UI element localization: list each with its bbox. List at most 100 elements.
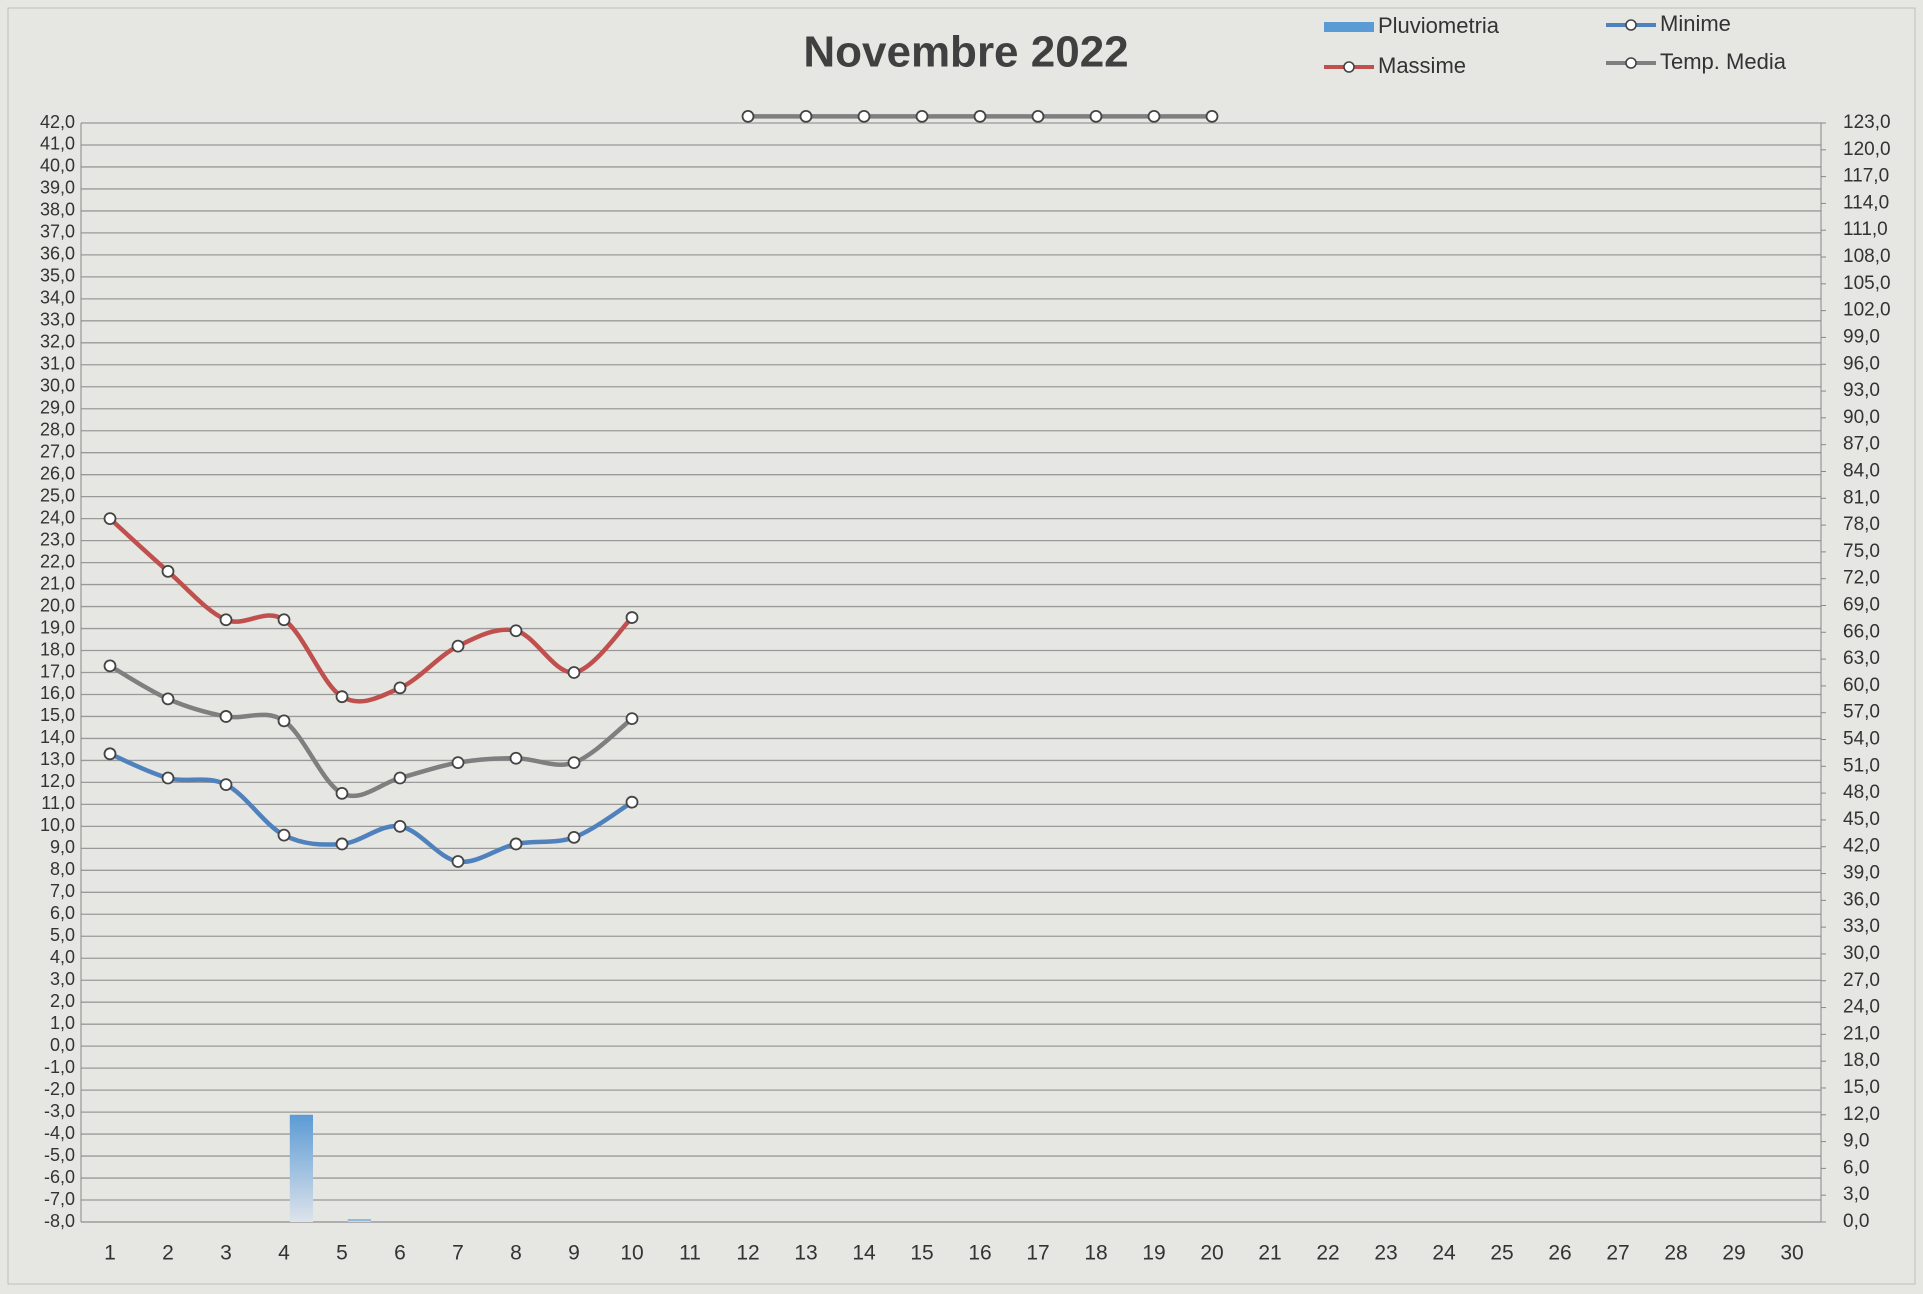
series-marker <box>219 778 233 791</box>
x-tick-label: 23 <box>1374 1242 1397 1265</box>
series-marker <box>219 613 233 627</box>
x-tick-label: 11 <box>679 1242 701 1265</box>
y-tick-label: 37,0 <box>40 222 75 242</box>
y2-tick-label: 84,0 <box>1843 460 1880 481</box>
y-tick-label: 15,0 <box>40 705 75 725</box>
x-tick-label: 5 <box>336 1242 348 1265</box>
series-line <box>109 751 634 865</box>
series-marker <box>161 692 175 706</box>
y-tick-label: 3,0 <box>50 969 75 989</box>
series-marker <box>277 828 291 842</box>
x-tick-label: 19 <box>1142 1242 1165 1265</box>
y-tick-label: 28,0 <box>40 419 75 439</box>
legend-label: Massime <box>1378 53 1466 78</box>
y2-tick-label: 45,0 <box>1843 809 1880 830</box>
rain-bar <box>347 1219 371 1222</box>
x-tick-label: 26 <box>1548 1242 1571 1265</box>
y-tick-label: 19,0 <box>40 617 75 637</box>
series-marker <box>567 666 581 679</box>
y2-tick-label: 12,0 <box>1843 1104 1880 1125</box>
y2-tick-label: 9,0 <box>1843 1131 1869 1152</box>
x-tick-label: 30 <box>1780 1242 1803 1265</box>
series-marker <box>451 639 465 653</box>
x-tick-label: 29 <box>1722 1242 1745 1265</box>
x-tick-label: 3 <box>220 1242 232 1265</box>
y2-tick-label: 78,0 <box>1843 514 1880 535</box>
y-tick-label: 11,0 <box>41 793 75 813</box>
y-tick-label: 7,0 <box>50 881 75 901</box>
y-tick-label: 31,0 <box>40 354 75 374</box>
y2-tick-label: 99,0 <box>1843 326 1880 347</box>
rain-bar <box>289 1114 313 1222</box>
y-tick-label: 29,0 <box>40 397 75 417</box>
series-marker <box>335 837 349 851</box>
series-marker <box>161 564 175 578</box>
chart-title: Novembre 2022 <box>803 28 1128 77</box>
y2-tick-label: 72,0 <box>1843 568 1880 589</box>
y2-tick-label: 102,0 <box>1843 300 1891 321</box>
y2-tick-label: 111,0 <box>1843 219 1888 240</box>
y2-tick-label: 36,0 <box>1843 889 1880 910</box>
y2-tick-label: 3,0 <box>1843 1184 1869 1205</box>
y2-tick-label: 51,0 <box>1843 755 1880 776</box>
y2-tick-label: 75,0 <box>1843 541 1880 562</box>
y-tick-label: 5,0 <box>50 925 75 945</box>
y-tick-label: 4,0 <box>50 947 75 967</box>
series-marker <box>567 830 581 844</box>
y-tick-label: 20,0 <box>40 595 75 615</box>
y2-tick-label: 30,0 <box>1843 943 1880 964</box>
y2-tick-label: 24,0 <box>1843 997 1880 1018</box>
x-tick-label: 10 <box>620 1242 643 1265</box>
series-marker <box>1089 110 1103 123</box>
y-tick-label: 36,0 <box>40 244 75 264</box>
y-tick-label: 34,0 <box>40 288 75 308</box>
x-tick-label: 18 <box>1084 1242 1107 1265</box>
y2-tick-label: 90,0 <box>1843 407 1880 428</box>
series-marker <box>393 771 407 785</box>
x-tick-label: 4 <box>278 1242 290 1265</box>
y-tick-label: 13,0 <box>40 749 75 769</box>
x-tick-label: 21 <box>1258 1242 1281 1265</box>
y-tick-label: 8,0 <box>50 859 75 879</box>
series-marker <box>335 690 349 704</box>
y2-tick-label: 48,0 <box>1843 782 1880 803</box>
y-tick-label: 38,0 <box>40 200 75 220</box>
y-tick-label: 25,0 <box>40 485 75 505</box>
y-tick-label: 17,0 <box>40 661 75 681</box>
y-tick-label: 27,0 <box>40 441 75 461</box>
y2-tick-label: 39,0 <box>1843 863 1880 884</box>
y-tick-label: -3,0 <box>44 1101 75 1121</box>
series-marker <box>625 712 639 726</box>
legend-marker <box>1625 19 1637 31</box>
x-tick-label: 28 <box>1664 1242 1687 1265</box>
x-tick-label: 8 <box>510 1242 522 1265</box>
y2-tick-label: 87,0 <box>1843 434 1880 455</box>
x-tick-label: 1 <box>104 1242 116 1265</box>
series-marker <box>277 613 291 627</box>
x-tick-label: 13 <box>794 1242 817 1265</box>
y-tick-label: 18,0 <box>40 639 75 659</box>
x-tick-label: 20 <box>1200 1242 1223 1265</box>
series-marker <box>161 771 175 785</box>
series-marker <box>625 611 639 624</box>
y-tick-label: 21,0 <box>40 573 75 593</box>
series-marker <box>393 681 407 695</box>
y2-tick-label: 42,0 <box>1843 836 1880 857</box>
y-tick-label: 10,0 <box>40 815 75 835</box>
series-marker <box>335 786 349 800</box>
series-marker <box>393 819 407 833</box>
y-tick-label: 1,0 <box>50 1013 75 1033</box>
y2-tick-label: 27,0 <box>1843 970 1880 991</box>
y2-tick-label: 66,0 <box>1843 621 1880 642</box>
y2-tick-label: 18,0 <box>1843 1050 1880 1071</box>
y2-tick-label: 81,0 <box>1843 487 1880 508</box>
series-marker <box>509 837 523 851</box>
y-tick-label: 41,0 <box>40 134 75 154</box>
y2-tick-label: 21,0 <box>1843 1023 1880 1044</box>
y-tick-label: 39,0 <box>40 178 75 198</box>
y-tick-label: -7,0 <box>44 1189 75 1209</box>
y-tick-label: 42,0 <box>40 112 75 132</box>
legend-swatch <box>1324 22 1374 32</box>
x-tick-label: 24 <box>1432 1242 1456 1265</box>
legend-marker <box>1625 57 1637 69</box>
